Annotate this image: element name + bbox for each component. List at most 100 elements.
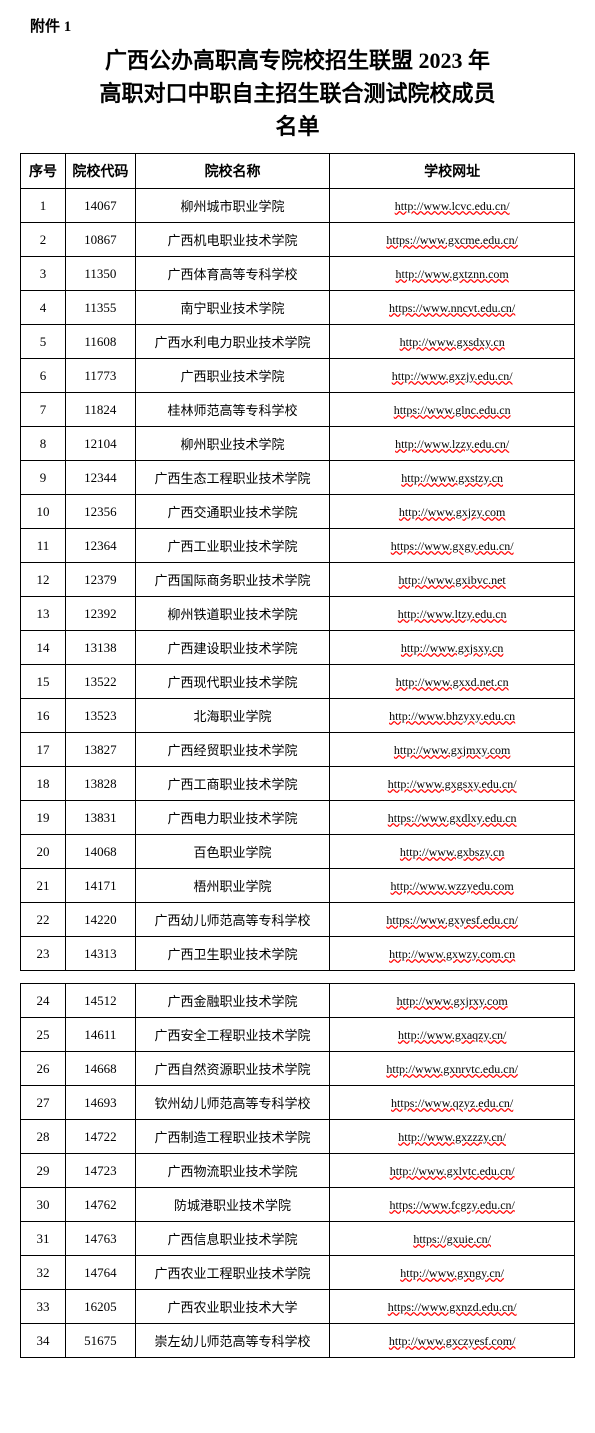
- cell-name: 广西农业工程职业技术学院: [135, 1256, 329, 1290]
- url-link[interactable]: http://www.gxaqzy.cn/: [398, 1028, 506, 1042]
- cell-seq: 6: [21, 359, 66, 393]
- cell-seq: 15: [21, 665, 66, 699]
- table-row: 2514611广西安全工程职业技术学院http://www.gxaqzy.cn/: [21, 1018, 575, 1052]
- url-link[interactable]: http://www.lcvc.edu.cn/: [395, 199, 510, 213]
- title-line-3: 名单: [275, 114, 319, 139]
- cell-seq: 24: [21, 984, 66, 1018]
- url-link[interactable]: https://gxuie.cn/: [413, 1232, 491, 1246]
- url-link[interactable]: https://www.gxnzd.edu.cn/: [388, 1300, 517, 1314]
- table-row: 511608广西水利电力职业技术学院http://www.gxsdxy.cn: [21, 325, 575, 359]
- cell-code: 11824: [65, 393, 135, 427]
- cell-name: 广西国际商务职业技术学院: [135, 563, 329, 597]
- cell-code: 14693: [65, 1086, 135, 1120]
- cell-name: 广西工业职业技术学院: [135, 529, 329, 563]
- cell-name: 百色职业学院: [135, 835, 329, 869]
- title-line-2: 高职对口中职自主招生联合测试院校成员: [99, 81, 495, 106]
- cell-url: http://www.gxzjy.edu.cn/: [330, 359, 575, 393]
- url-link[interactable]: https://www.glnc.edu.cn: [394, 403, 511, 417]
- url-link[interactable]: http://www.gxzjy.edu.cn/: [392, 369, 513, 383]
- cell-url: http://www.gxjrxy.com: [330, 984, 575, 1018]
- cell-seq: 11: [21, 529, 66, 563]
- cell-name: 钦州幼儿师范高等专科学校: [135, 1086, 329, 1120]
- cell-name: 广西机电职业技术学院: [135, 223, 329, 257]
- url-link[interactable]: https://www.gxdlxy.edu.cn: [388, 811, 517, 825]
- url-link[interactable]: http://www.wzzyedu.com: [391, 879, 514, 893]
- cell-seq: 21: [21, 869, 66, 903]
- cell-code: 14762: [65, 1188, 135, 1222]
- url-link[interactable]: http://www.gxzzzy.cn/: [398, 1130, 506, 1144]
- table-row: 2914723广西物流职业技术学院http://www.gxlvtc.edu.c…: [21, 1154, 575, 1188]
- url-link[interactable]: https://www.gxyesf.edu.cn/: [386, 913, 518, 927]
- cell-name: 广西交通职业技术学院: [135, 495, 329, 529]
- cell-code: 14171: [65, 869, 135, 903]
- cell-name: 梧州职业学院: [135, 869, 329, 903]
- cell-url: http://www.gxbszy.cn: [330, 835, 575, 869]
- cell-code: 13828: [65, 767, 135, 801]
- cell-code: 14611: [65, 1018, 135, 1052]
- url-link[interactable]: http://www.gxjmxy.com: [394, 743, 510, 757]
- url-link[interactable]: https://www.qzyz.edu.cn/: [391, 1096, 513, 1110]
- cell-seq: 33: [21, 1290, 66, 1324]
- url-link[interactable]: http://www.ltzy.edu.cn: [398, 607, 507, 621]
- cell-seq: 8: [21, 427, 66, 461]
- cell-seq: 22: [21, 903, 66, 937]
- header-seq: 序号: [21, 154, 66, 189]
- cell-url: https://www.gxgy.edu.cn/: [330, 529, 575, 563]
- cell-name: 南宁职业技术学院: [135, 291, 329, 325]
- cell-url: http://www.lzzy.edu.cn/: [330, 427, 575, 461]
- table-row: 1813828广西工商职业技术学院http://www.gxgsxy.edu.c…: [21, 767, 575, 801]
- url-link[interactable]: http://www.gxjzy.com: [399, 505, 505, 519]
- cell-code: 11608: [65, 325, 135, 359]
- cell-name: 广西物流职业技术学院: [135, 1154, 329, 1188]
- table-row: 812104柳州职业技术学院http://www.lzzy.edu.cn/: [21, 427, 575, 461]
- cell-seq: 19: [21, 801, 66, 835]
- cell-seq: 23: [21, 937, 66, 971]
- url-link[interactable]: http://www.gxngy.cn/: [400, 1266, 504, 1280]
- table-row: 912344广西生态工程职业技术学院http://www.gxstzy.cn: [21, 461, 575, 495]
- url-link[interactable]: https://www.gxcme.edu.cn/: [386, 233, 518, 247]
- cell-code: 12379: [65, 563, 135, 597]
- cell-name: 广西水利电力职业技术学院: [135, 325, 329, 359]
- cell-seq: 17: [21, 733, 66, 767]
- cell-name: 广西职业技术学院: [135, 359, 329, 393]
- cell-name: 北海职业学院: [135, 699, 329, 733]
- url-link[interactable]: http://www.gxjsxy.cn: [401, 641, 503, 655]
- cell-code: 14668: [65, 1052, 135, 1086]
- url-link[interactable]: http://www.gxjrxy.com: [397, 994, 508, 1008]
- table-row: 2414512广西金融职业技术学院http://www.gxjrxy.com: [21, 984, 575, 1018]
- url-link[interactable]: http://www.bhzyxy.edu.cn: [389, 709, 515, 723]
- url-link[interactable]: http://www.gxtznn.com: [396, 267, 509, 281]
- title-line-1: 广西公办高职高专院校招生联盟 2023 年: [105, 48, 490, 73]
- table-row: 1613523北海职业学院http://www.bhzyxy.edu.cn: [21, 699, 575, 733]
- url-link[interactable]: http://www.gxnrvtc.edu.cn/: [386, 1062, 518, 1076]
- cell-code: 11350: [65, 257, 135, 291]
- url-link[interactable]: http://www.gxlvtc.edu.cn/: [390, 1164, 515, 1178]
- cell-seq: 27: [21, 1086, 66, 1120]
- cell-code: 14068: [65, 835, 135, 869]
- url-link[interactable]: http://www.gxsdxy.cn: [400, 335, 505, 349]
- url-link[interactable]: http://www.gxxd.net.cn: [396, 675, 509, 689]
- url-link[interactable]: https://www.gxgy.edu.cn/: [391, 539, 514, 553]
- cell-name: 广西农业职业技术大学: [135, 1290, 329, 1324]
- attachment-label: 附件 1: [30, 15, 575, 36]
- url-link[interactable]: http://www.lzzy.edu.cn/: [395, 437, 509, 451]
- cell-seq: 28: [21, 1120, 66, 1154]
- url-link[interactable]: https://www.fcgzy.edu.cn/: [389, 1198, 514, 1212]
- url-link[interactable]: https://www.nncvt.edu.cn/: [389, 301, 515, 315]
- cell-url: http://www.gxjzy.com: [330, 495, 575, 529]
- cell-url: http://www.gxczyesf.com/: [330, 1324, 575, 1358]
- cell-name: 广西经贸职业技术学院: [135, 733, 329, 767]
- cell-name: 广西现代职业技术学院: [135, 665, 329, 699]
- cell-url: http://www.lcvc.edu.cn/: [330, 189, 575, 223]
- url-link[interactable]: http://www.gxbszy.cn: [400, 845, 504, 859]
- url-link[interactable]: http://www.gxibvc.net: [399, 573, 506, 587]
- table-row: 711824桂林师范高等专科学校https://www.glnc.edu.cn: [21, 393, 575, 427]
- cell-url: http://www.gxxd.net.cn: [330, 665, 575, 699]
- cell-code: 14067: [65, 189, 135, 223]
- url-link[interactable]: http://www.gxgsxy.edu.cn/: [388, 777, 517, 791]
- table-row: 3316205广西农业职业技术大学https://www.gxnzd.edu.c…: [21, 1290, 575, 1324]
- url-link[interactable]: http://www.gxwzy.com.cn: [389, 947, 515, 961]
- url-link[interactable]: http://www.gxstzy.cn: [401, 471, 503, 485]
- url-link[interactable]: http://www.gxczyesf.com/: [389, 1334, 516, 1348]
- cell-url: https://www.glnc.edu.cn: [330, 393, 575, 427]
